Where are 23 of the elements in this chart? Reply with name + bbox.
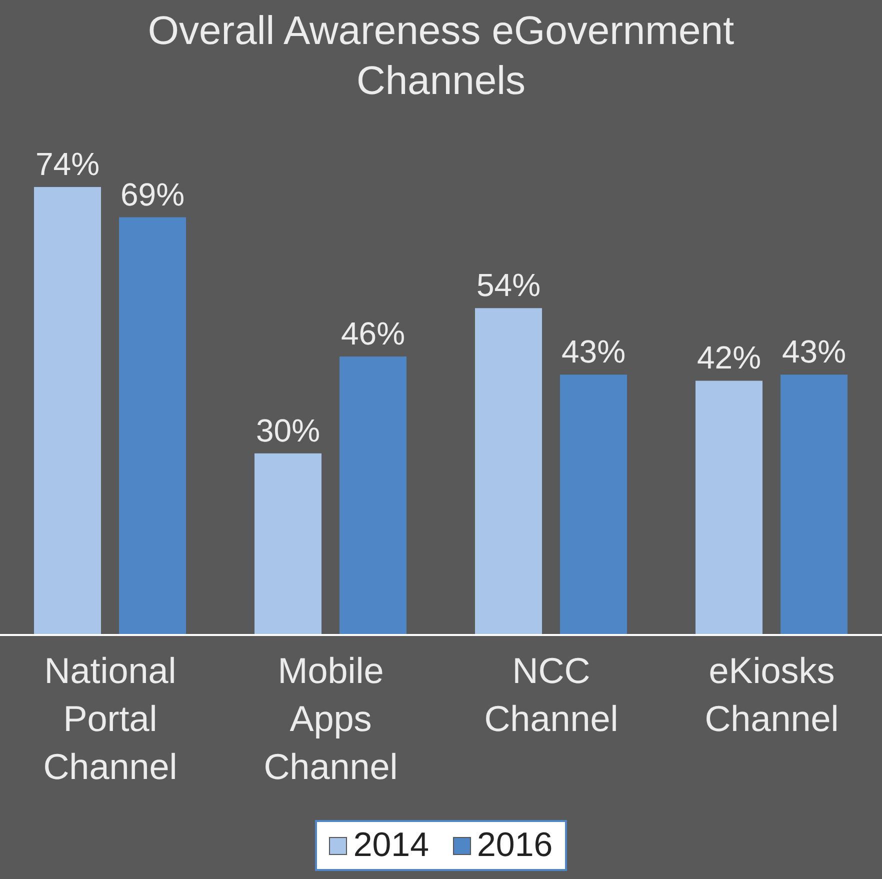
x-tick-label: eKiosks Channel: [704, 650, 839, 739]
x-tick-label: Mobile Apps Channel: [264, 650, 398, 787]
chart-title: Overall Awareness eGovernment Channels: [146, 8, 736, 105]
data-label: 74%: [35, 146, 100, 182]
x-tick-label: NCC Channel: [484, 650, 618, 739]
data-label: 46%: [340, 316, 406, 352]
bar: [34, 187, 101, 635]
legend-label: 2014: [352, 826, 429, 865]
data-label: 69%: [120, 176, 185, 212]
data-label: 43%: [561, 334, 626, 370]
bar: [780, 374, 848, 635]
x-tick-label: National Portal Channel: [43, 650, 178, 787]
bar: [254, 453, 322, 635]
bar: [560, 374, 627, 635]
bar: [475, 308, 542, 635]
data-label: 42%: [696, 340, 762, 376]
data-label: 30%: [256, 412, 320, 448]
data-label: 43%: [782, 334, 846, 370]
legend-label: 2016: [476, 826, 553, 865]
data-label: 54%: [476, 267, 541, 304]
bar: [696, 380, 762, 635]
bar: [119, 217, 186, 635]
bar: [340, 356, 406, 635]
